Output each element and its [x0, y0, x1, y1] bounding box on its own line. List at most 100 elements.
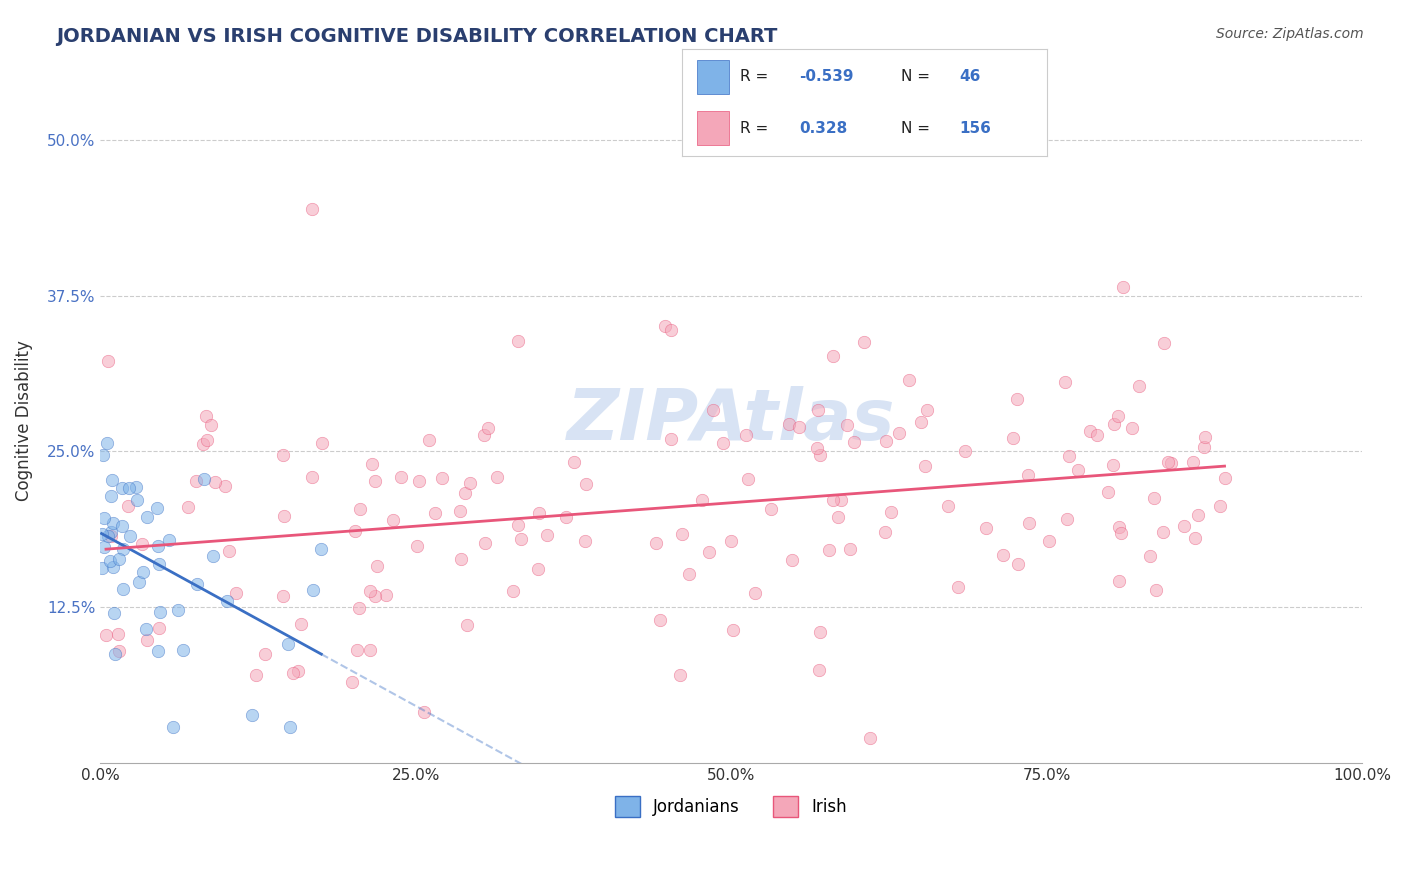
- Irish: [458, 476, 481, 491]
- Irish: [1018, 516, 1040, 531]
- Jordanians: [201, 549, 224, 564]
- Irish: [1102, 458, 1125, 472]
- Jordanians: [167, 603, 190, 617]
- Irish: [506, 517, 529, 532]
- Irish: [536, 528, 558, 542]
- Jordanians: [193, 472, 215, 486]
- Irish: [456, 618, 478, 632]
- Irish: [485, 470, 508, 484]
- Jordanians: [91, 448, 114, 462]
- Irish: [245, 668, 267, 682]
- Irish: [343, 524, 366, 538]
- Jordanians: [108, 552, 131, 566]
- Irish: [271, 590, 294, 604]
- Irish: [273, 449, 295, 463]
- Jordanians: [93, 540, 115, 554]
- Irish: [823, 492, 845, 507]
- Irish: [359, 642, 381, 657]
- Irish: [290, 617, 312, 632]
- Irish: [453, 485, 475, 500]
- Irish: [311, 435, 333, 450]
- Text: R =: R =: [741, 70, 773, 85]
- Irish: [107, 627, 129, 641]
- Irish: [859, 731, 882, 746]
- Irish: [1053, 375, 1076, 389]
- Irish: [1056, 512, 1078, 526]
- Irish: [408, 474, 430, 488]
- Irish: [1097, 485, 1119, 500]
- Irish: [509, 532, 531, 546]
- Y-axis label: Cognitive Disability: Cognitive Disability: [15, 340, 32, 500]
- Irish: [778, 417, 800, 431]
- Jordanians: [125, 493, 148, 508]
- Irish: [450, 552, 472, 566]
- Text: 46: 46: [960, 70, 981, 85]
- Irish: [1182, 455, 1205, 469]
- Irish: [1153, 336, 1175, 351]
- Irish: [678, 566, 700, 581]
- Jordanians: [91, 526, 114, 541]
- Jordanians: [302, 582, 325, 597]
- Irish: [1109, 526, 1132, 541]
- Irish: [562, 455, 585, 469]
- Irish: [659, 432, 682, 446]
- Irish: [875, 434, 897, 448]
- Irish: [936, 499, 959, 513]
- Irish: [347, 601, 370, 615]
- Irish: [184, 474, 207, 488]
- Irish: [734, 428, 756, 442]
- Irish: [273, 509, 295, 524]
- Irish: [887, 426, 910, 441]
- Irish: [389, 470, 412, 484]
- Irish: [100, 529, 122, 543]
- Irish: [418, 433, 440, 447]
- Irish: [361, 457, 384, 471]
- Irish: [910, 415, 932, 429]
- Irish: [830, 492, 852, 507]
- Irish: [1108, 520, 1130, 534]
- Irish: [808, 663, 831, 677]
- Irish: [744, 586, 766, 600]
- Irish: [506, 334, 529, 349]
- Irish: [852, 334, 875, 349]
- Irish: [359, 584, 381, 599]
- Irish: [879, 505, 901, 519]
- Irish: [405, 539, 427, 553]
- Irish: [669, 668, 692, 682]
- Jordanians: [277, 637, 299, 651]
- Irish: [782, 553, 804, 567]
- Irish: [1157, 455, 1180, 469]
- Irish: [873, 525, 896, 540]
- Jordanians: [146, 500, 169, 515]
- Irish: [529, 506, 551, 520]
- Irish: [690, 493, 713, 508]
- Bar: [696, 112, 730, 145]
- Irish: [287, 664, 309, 678]
- Legend: Jordanians, Irish: Jordanians, Irish: [609, 789, 853, 823]
- Text: ZIPAtlas: ZIPAtlas: [567, 385, 896, 455]
- Irish: [195, 434, 218, 448]
- Text: N =: N =: [901, 70, 935, 85]
- Irish: [574, 534, 596, 549]
- Irish: [218, 544, 240, 558]
- Jordanians: [112, 582, 135, 596]
- Irish: [97, 354, 120, 368]
- Jordanians: [149, 605, 172, 619]
- Irish: [720, 534, 742, 549]
- Jordanians: [172, 643, 194, 657]
- Irish: [200, 418, 222, 433]
- Irish: [654, 319, 676, 334]
- Irish: [342, 675, 364, 690]
- Jordanians: [240, 708, 263, 723]
- Irish: [364, 589, 387, 603]
- Irish: [281, 665, 304, 680]
- Jordanians: [96, 436, 118, 450]
- Irish: [131, 536, 153, 550]
- Jordanians: [101, 560, 124, 574]
- Irish: [1143, 491, 1166, 505]
- Irish: [1173, 519, 1195, 533]
- Irish: [472, 427, 495, 442]
- Irish: [1187, 508, 1209, 523]
- Irish: [135, 633, 157, 648]
- Jordanians: [103, 606, 125, 620]
